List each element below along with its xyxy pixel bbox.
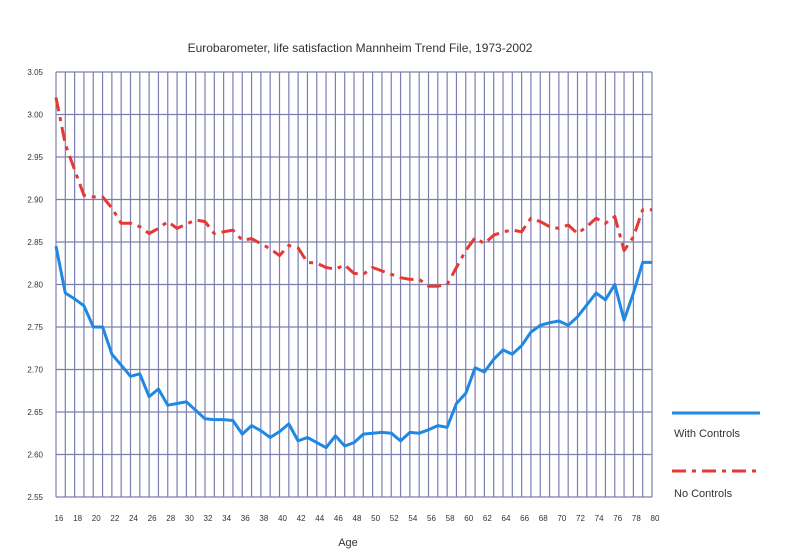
x-tick-label: 68	[539, 514, 548, 523]
x-tick-label: 24	[129, 514, 138, 523]
x-tick-label: 44	[315, 514, 324, 523]
chart-series	[54, 97, 652, 450]
x-tick-label: 58	[446, 514, 455, 523]
series-line	[54, 245, 652, 450]
x-tick-label: 36	[241, 514, 250, 523]
legend-label: No Controls	[674, 488, 733, 500]
x-tick-label: 38	[259, 514, 268, 523]
x-tick-label: 70	[557, 514, 566, 523]
y-tick-label: 2.60	[27, 451, 43, 460]
x-tick-label: 32	[204, 514, 213, 523]
x-axis-label: Age	[338, 537, 358, 549]
y-tick-label: 2.70	[27, 366, 43, 375]
chart-grid	[55, 71, 653, 498]
y-tick-label: 2.95	[27, 153, 43, 162]
x-tick-label: 60	[464, 514, 473, 523]
x-tick-label: 50	[371, 514, 380, 523]
x-tick-label: 76	[613, 514, 622, 523]
x-tick-label: 52	[390, 514, 399, 523]
y-tick-label: 3.00	[27, 111, 43, 120]
y-tick-label: 2.90	[27, 196, 43, 205]
y-tick-label: 2.80	[27, 281, 43, 290]
x-tick-label: 16	[55, 514, 64, 523]
y-tick-label: 2.65	[27, 408, 43, 417]
legend-label: With Controls	[674, 428, 741, 440]
x-tick-label: 40	[278, 514, 287, 523]
x-tick-label: 22	[110, 514, 119, 523]
y-tick-label: 3.05	[27, 68, 43, 77]
x-tick-label: 20	[92, 514, 101, 523]
x-tick-label: 48	[353, 514, 362, 523]
x-tick-label: 72	[576, 514, 585, 523]
y-axis-ticks: 3.05 3.00 2.95 2.90 2.85 2.80 2.75 2.70 2.65 2.60…	[27, 68, 43, 502]
y-tick-label: 2.75	[27, 323, 43, 332]
x-tick-label: 62	[483, 514, 492, 523]
x-tick-label: 66	[520, 514, 529, 523]
x-tick-label: 18	[73, 514, 82, 523]
chart-title: Eurobarometer, life satisfaction Mannhei…	[188, 41, 533, 55]
x-tick-label: 34	[222, 514, 231, 523]
x-tick-label: 26	[148, 514, 157, 523]
x-axis-ticks: 16 18 20 22 24 26 28 30 32 34 36 38 40 42 44 46 48 50 52 54…	[55, 514, 660, 523]
x-tick-label: 30	[185, 514, 194, 523]
x-tick-label: 74	[595, 514, 604, 523]
x-tick-label: 54	[408, 514, 417, 523]
x-tick-label: 56	[427, 514, 436, 523]
x-tick-label: 28	[166, 514, 175, 523]
y-tick-label: 2.55	[27, 493, 43, 502]
x-tick-label: 46	[334, 514, 343, 523]
x-tick-label: 64	[502, 514, 511, 523]
x-tick-label: 42	[297, 514, 306, 523]
y-tick-label: 2.85	[27, 238, 43, 247]
chart-legend: With Controls No Controls	[672, 411, 760, 500]
x-tick-label: 80	[651, 514, 660, 523]
x-tick-label: 78	[632, 514, 641, 523]
series-line	[54, 97, 652, 288]
